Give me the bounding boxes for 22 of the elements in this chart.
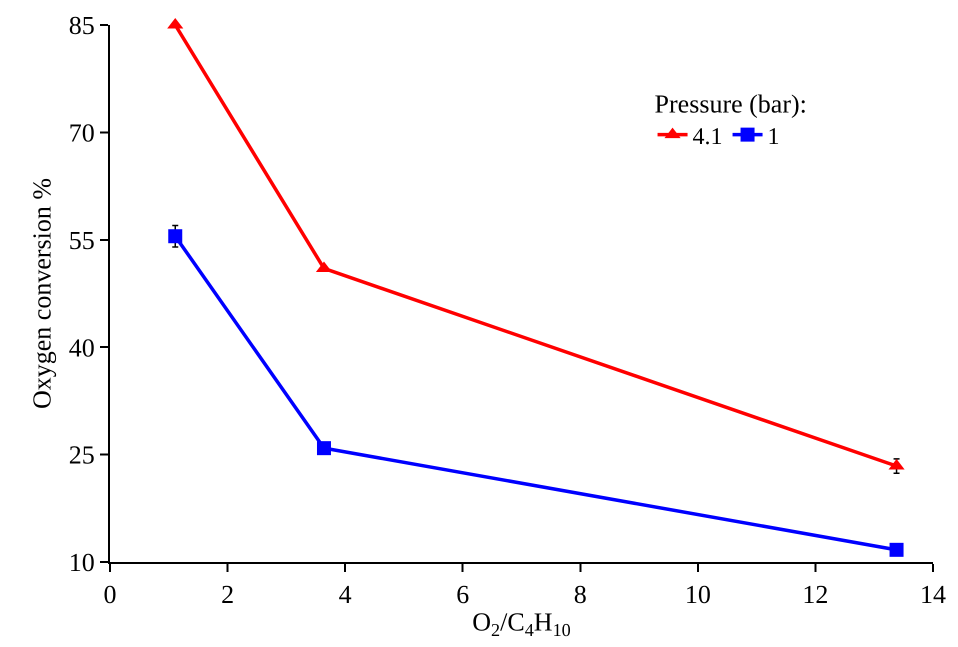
x-tick-label: 8 (574, 580, 587, 610)
y-axis-title: Oxygen conversion % (28, 178, 57, 410)
y-tick-label: 55 (68, 226, 95, 255)
x-tick-label: 14 (920, 580, 946, 610)
y-tick-label: 10 (68, 548, 95, 578)
legend-title: Pressure (bar): (654, 90, 807, 118)
x-tick-label: 0 (104, 580, 116, 610)
y-tick-label: 85 (68, 11, 95, 40)
y-tick-label: 25 (68, 440, 95, 470)
legend-label: 1 (768, 124, 780, 150)
x-tick-label: 12 (802, 580, 828, 610)
x-tick-label: 2 (221, 580, 234, 610)
point (168, 229, 182, 244)
y-tick-label: 40 (68, 333, 95, 362)
x-tick-label: 6 (456, 580, 470, 610)
x-tick-label: 10 (684, 580, 711, 610)
x-axis-title: O$_{2}$/C$_{4}$H$_{10}$ (472, 607, 571, 640)
x-tick-label: 4 (338, 580, 352, 610)
point (890, 542, 904, 557)
point (316, 441, 331, 456)
legend-label: 4.1 (692, 124, 723, 150)
y-tick-label: 70 (68, 118, 95, 148)
